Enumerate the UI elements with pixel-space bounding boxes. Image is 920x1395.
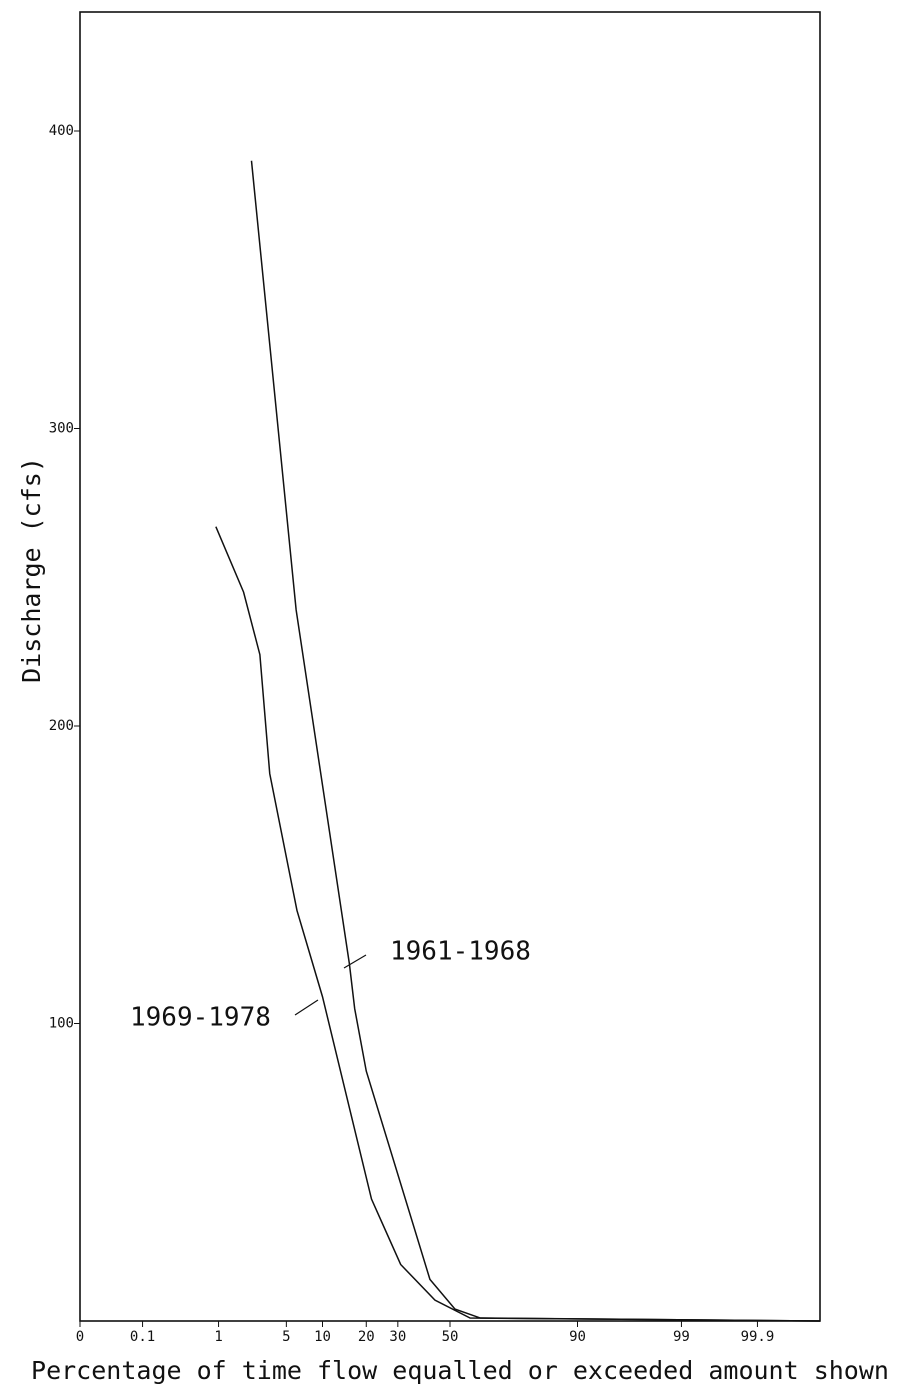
x-tick-label: 99.9 [741,1329,775,1345]
label-arrow [294,999,319,1016]
series-line [250,160,821,1322]
series-label: 1969-1978 [130,1003,271,1033]
y-axis-label: Discharge (cfs) [17,457,46,683]
x-tick-label: 50 [442,1329,459,1345]
x-tick-label: 30 [389,1329,406,1345]
x-tick-label: 1 [214,1329,222,1345]
x-tick-label: 20 [358,1329,375,1345]
plot-frame [79,11,821,1322]
y-tick-label: 300 [49,421,74,437]
x-tick-label: 90 [569,1329,586,1345]
x-tick-label: 5 [282,1329,290,1345]
x-tick-label: 0.1 [130,1329,155,1345]
y-tick-label: 200 [49,718,74,734]
x-tick-label: 10 [314,1329,331,1345]
y-tick-label: 400 [49,123,74,139]
series-label: 1961-1968 [390,937,531,967]
label-arrow [343,954,367,969]
y-tick-label: 100 [49,1016,74,1032]
x-tick-label: 0 [76,1329,84,1345]
series-line [215,526,821,1322]
x-tick-label: 99 [673,1329,690,1345]
x-axis-label: Percentage of time flow equalled or exce… [31,1356,889,1385]
